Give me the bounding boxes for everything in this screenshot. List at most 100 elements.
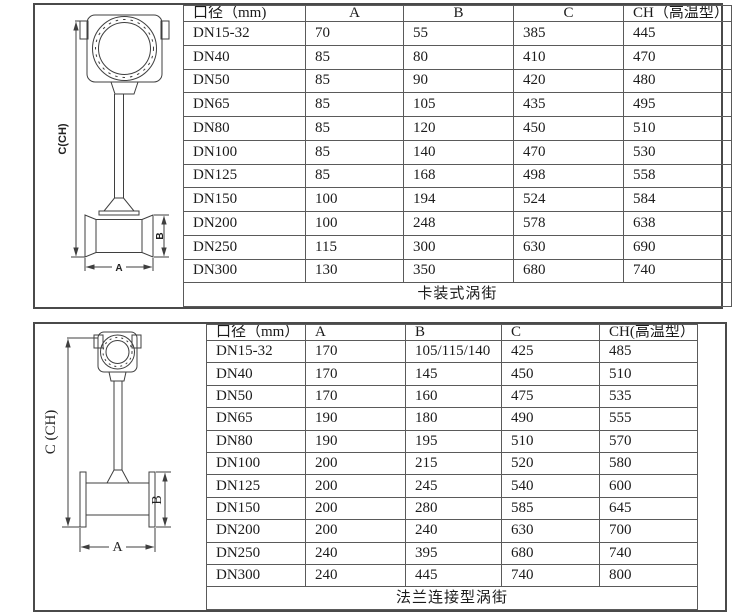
table-row: DN150 100 194 524 584 (183, 187, 732, 212)
stem-foot (106, 469, 130, 484)
cell-dn: DN300 (183, 258, 306, 284)
cell-ch: 555 (599, 407, 698, 431)
cell-c: 450 (513, 116, 624, 141)
cell-ch: 510 (599, 362, 698, 386)
cell-c: 510 (501, 429, 600, 454)
cell-ch: 510 (623, 116, 732, 141)
cell-a: 190 (305, 429, 406, 454)
head-bezel (100, 334, 135, 370)
cell-a: 100 (305, 211, 404, 236)
cell-a: 240 (305, 541, 406, 566)
cell-dn: DN40 (206, 362, 306, 386)
cell-dn: DN150 (206, 496, 306, 521)
cell-dn: DN300 (206, 564, 306, 588)
cell-ch: 638 (623, 211, 732, 236)
flange-right (148, 471, 156, 528)
dim-label-b: B (155, 232, 166, 239)
table-header-row: 口径（mm) A B C CH（高温型） (183, 5, 732, 22)
dim-label-c: C (CH) (43, 410, 59, 455)
cell-a: 170 (305, 339, 406, 364)
cell-b: 55 (403, 21, 514, 46)
cell-dn: DN80 (206, 429, 306, 454)
table-caption: 卡装式涡街 (183, 282, 732, 307)
cell-a: 170 (305, 384, 406, 409)
table-row: DN50 85 90 420 480 (183, 68, 732, 94)
header-ch: CH（高温型） (623, 5, 732, 22)
cell-dn: DN50 (206, 384, 306, 409)
cell-b: 445 (405, 564, 502, 588)
cell-b: 248 (403, 211, 514, 236)
cell-c: 425 (501, 339, 600, 364)
clamp-type-section: C(CH) B A 口径（mm) A B C CH（高温型） DN15-32 7… (33, 3, 732, 309)
table-row: DN50 170 160 475 535 (206, 384, 698, 409)
cell-b: 140 (403, 139, 514, 165)
cell-a: 85 (305, 44, 404, 70)
cell-dn: DN100 (183, 139, 306, 165)
cell-ch: 535 (599, 384, 698, 409)
cell-dn: DN65 (183, 92, 306, 117)
cell-dn: DN250 (206, 541, 306, 566)
cell-b: 215 (405, 452, 502, 476)
cell-c: 470 (513, 139, 624, 165)
cell-dn: DN125 (206, 474, 306, 498)
cell-a: 240 (305, 564, 406, 588)
table-row: DN250 115 300 630 690 (183, 234, 732, 260)
cell-dn: DN250 (183, 234, 306, 260)
cell-c: 680 (513, 258, 624, 284)
cell-c: 630 (513, 234, 624, 260)
cell-c: 475 (501, 384, 600, 409)
table-header-row: 口径（mm） A B C CH(高温型） (206, 324, 698, 341)
header-c: C (501, 324, 600, 341)
cell-b: 245 (405, 474, 502, 498)
clamp-flowmeter-diagram: C(CH) B A (57, 14, 170, 274)
cell-ch: 495 (623, 92, 732, 117)
cell-c: 420 (513, 68, 624, 94)
cell-ch: 570 (599, 429, 698, 454)
cell-b: 195 (405, 429, 502, 454)
head-ear-right (160, 20, 170, 40)
cell-dn: DN40 (183, 44, 306, 70)
header-b: B (403, 5, 514, 22)
cell-c: 680 (501, 541, 600, 566)
cell-c: 450 (501, 362, 600, 386)
table-row: DN40 170 145 450 510 (206, 362, 698, 386)
cell-a: 115 (305, 234, 404, 260)
cell-c: 435 (513, 92, 624, 117)
clamp-diagram-cell: C(CH) B A (35, 5, 183, 307)
flange-dimensions-table: 口径（mm） A B C CH(高温型） DN15-32 170 105/115… (206, 324, 698, 610)
head-bezel (92, 16, 157, 81)
cell-dn: DN50 (183, 68, 306, 94)
flange-flowmeter-diagram: C (CH) B A (43, 331, 171, 555)
stem-foot (102, 197, 136, 212)
cell-c: 585 (501, 496, 600, 521)
cell-ch: 740 (623, 258, 732, 284)
cell-c: 630 (501, 519, 600, 543)
cell-b: 180 (405, 407, 502, 431)
clamp-dimensions-table: 口径（mm) A B C CH（高温型） DN15-32 70 55 385 4… (183, 5, 732, 307)
table-row: DN100 85 140 470 530 (183, 139, 732, 165)
cell-a: 200 (305, 519, 406, 543)
body-end-left (84, 214, 97, 258)
table-caption: 法兰连接型涡街 (206, 586, 698, 610)
cell-b: 280 (405, 496, 502, 521)
dim-label-b: B (150, 495, 165, 504)
cell-ch: 480 (623, 68, 732, 94)
table-row: DN300 130 350 680 740 (183, 258, 732, 284)
cell-dn: DN65 (206, 407, 306, 431)
cell-dn: DN15-32 (206, 339, 306, 364)
table-footer-row: 法兰连接型涡街 (206, 586, 698, 610)
cell-a: 200 (305, 496, 406, 521)
cell-b: 105/115/140 (405, 339, 502, 364)
cell-ch: 600 (599, 474, 698, 498)
cell-b: 395 (405, 541, 502, 566)
cell-ch: 530 (623, 139, 732, 165)
flange-diagram-cell: C (CH) B A (35, 324, 206, 610)
cell-dn: DN125 (183, 163, 306, 189)
cell-c: 410 (513, 44, 624, 70)
neck (108, 371, 127, 382)
cell-ch: 690 (623, 234, 732, 260)
cell-c: 524 (513, 187, 624, 212)
cell-dn: DN100 (206, 452, 306, 476)
cell-ch: 700 (599, 519, 698, 543)
header-diameter: 口径（mm) (183, 5, 306, 22)
